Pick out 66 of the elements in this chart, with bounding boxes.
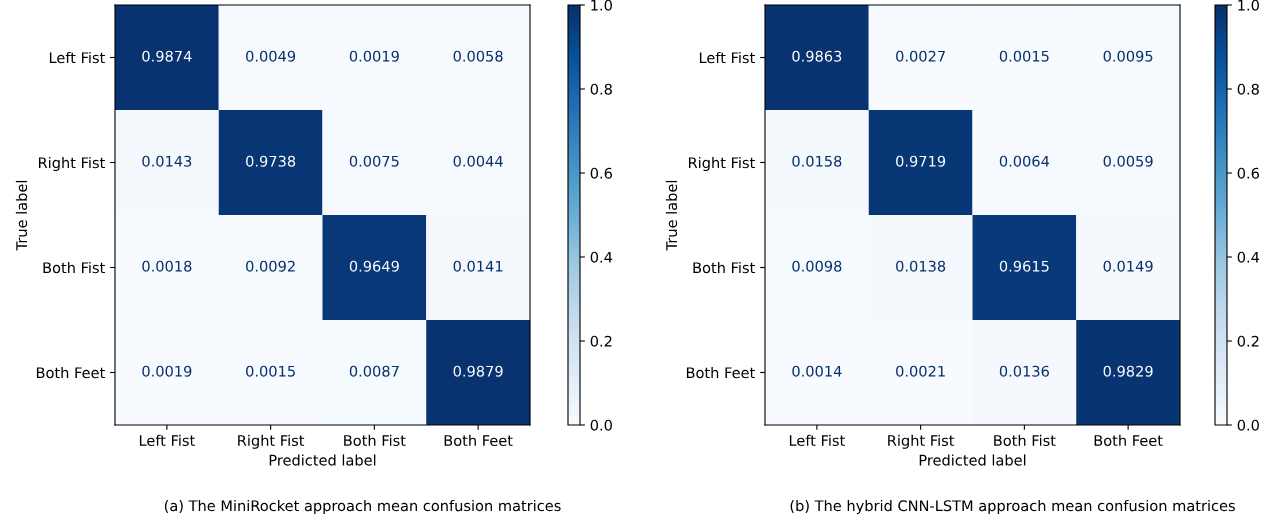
color-bar-label: 0.2 (590, 335, 612, 347)
data-label: 0.0149 (1103, 260, 1153, 272)
data-label: 0.9863 (792, 50, 842, 62)
data-label: 0.0098 (792, 260, 842, 272)
text: (a) The MiniRocket approach mean confusion matrices (164, 499, 561, 515)
text: (b) The hybrid CNN-LSTM approach mean confusion matrices (790, 499, 1235, 515)
color-bar-label: 0.6 (590, 167, 612, 179)
data-label: 0.0019 (349, 50, 399, 62)
y-tick-label: Left Fist (699, 51, 755, 64)
data-label: 0.0049 (246, 50, 296, 62)
y-tick-label: Both Fist (43, 261, 105, 274)
y-tick-label: Both Feet (36, 366, 105, 379)
x-axis-title: Predicted label (919, 454, 1026, 466)
data-label: 0.9649 (349, 260, 399, 272)
color-bar-label: 0.8 (590, 83, 612, 95)
color-bar-label: 0.4 (590, 251, 613, 263)
color-bar-label: 0.8 (1237, 83, 1259, 95)
color-bar-label: 0.0 (1237, 419, 1259, 431)
data-label: 0.0136 (999, 365, 1049, 377)
y-axis-title: True label (665, 180, 678, 251)
data-label: 0.0044 (453, 155, 503, 167)
y-axis-title: True label (15, 180, 28, 251)
data-label: 0.0027 (896, 50, 945, 62)
data-label: 0.0138 (896, 260, 946, 272)
data-label: 0.0058 (453, 50, 503, 62)
data-label: 0.0141 (453, 260, 503, 272)
data-label: 0.9615 (999, 260, 1049, 272)
y-tick-label: Both Feet (686, 366, 755, 379)
data-label: 0.9719 (896, 155, 946, 167)
x-tick-label: Left Fist (139, 434, 195, 447)
data-label: 0.0021 (896, 365, 945, 377)
data-label: 0.9829 (1103, 365, 1153, 377)
y-tick-label: Right Fist (688, 156, 755, 172)
data-label: 0.9738 (246, 155, 296, 167)
color-bar-label: 1.0 (1238, 0, 1259, 11)
data-label: 0.0015 (999, 50, 1049, 62)
data-label: 0.0092 (246, 260, 295, 272)
color-bar-label: 0.4 (1237, 251, 1260, 263)
x-tick-label: Both Fist (994, 434, 1056, 447)
color-bar-label: 0.0 (590, 419, 612, 431)
data-label: 0.0015 (246, 365, 295, 377)
y-tick-label: Both Fist (693, 261, 755, 274)
y-tick-label: Right Fist (38, 156, 105, 172)
data-label: 0.0158 (792, 155, 842, 167)
data-label: 0.0143 (142, 155, 192, 167)
color-bar-label: 1.0 (591, 0, 612, 11)
x-tick-label: Left Fist (789, 434, 845, 447)
x-tick-label: Right Fist (888, 434, 955, 449)
x-axis-title: Predicted label (269, 454, 376, 466)
data-label: 0.0059 (1103, 155, 1153, 167)
x-tick-label: Both Feet (1094, 434, 1163, 447)
data-label: 0.9879 (453, 365, 503, 377)
x-tick-label: Both Fist (344, 434, 406, 447)
data-label: 0.0095 (1103, 50, 1153, 62)
color-bar-label: 0.2 (1237, 335, 1259, 347)
x-tick-label: Both Feet (444, 434, 513, 447)
data-label: 0.9874 (142, 50, 192, 62)
color-bar-label: 0.6 (1237, 167, 1259, 179)
data-label: 0.0014 (792, 365, 842, 377)
data-label: 0.0064 (999, 155, 1050, 167)
x-tick-label: Right Fist (238, 434, 305, 449)
data-label: 0.0075 (349, 155, 399, 167)
y-tick-label: Left Fist (49, 51, 105, 64)
data-label: 0.0019 (142, 365, 192, 377)
data-label: 0.0087 (349, 365, 399, 377)
data-label: 0.0018 (142, 260, 192, 272)
